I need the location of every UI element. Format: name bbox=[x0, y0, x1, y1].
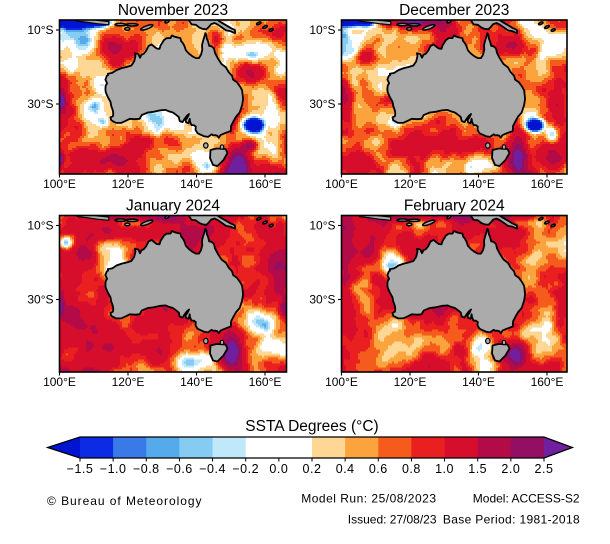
svg-text:120°E: 120°E bbox=[394, 177, 427, 191]
svg-text:100°E: 100°E bbox=[325, 375, 358, 389]
svg-text:10°S: 10°S bbox=[27, 219, 53, 233]
svg-text:160°E: 160°E bbox=[531, 177, 564, 191]
svg-text:December 2023: December 2023 bbox=[399, 2, 509, 19]
svg-text:Model: ACCESS-S2: Model: ACCESS-S2 bbox=[473, 492, 580, 506]
svg-text:2.5: 2.5 bbox=[535, 462, 554, 476]
svg-text:−1.5: −1.5 bbox=[67, 462, 94, 476]
svg-text:100°E: 100°E bbox=[43, 177, 76, 191]
svg-text:−0.6: −0.6 bbox=[166, 462, 193, 476]
svg-text:160°E: 160°E bbox=[249, 375, 282, 389]
svg-text:140°E: 140°E bbox=[180, 177, 213, 191]
svg-text:−0.4: −0.4 bbox=[199, 462, 226, 476]
svg-text:140°E: 140°E bbox=[462, 375, 495, 389]
svg-text:0.0: 0.0 bbox=[269, 462, 288, 476]
svg-text:January 2024: January 2024 bbox=[126, 198, 220, 215]
svg-text:−0.2: −0.2 bbox=[232, 462, 259, 476]
svg-text:Issued: 27/08/23: Issued: 27/08/23 bbox=[348, 513, 437, 527]
svg-text:−1.0: −1.0 bbox=[100, 462, 127, 476]
svg-text:140°E: 140°E bbox=[462, 177, 495, 191]
svg-text:SSTA Degrees (°C): SSTA Degrees (°C) bbox=[245, 418, 378, 435]
svg-text:November 2023: November 2023 bbox=[118, 2, 228, 19]
svg-text:February 2024: February 2024 bbox=[404, 198, 505, 215]
svg-text:100°E: 100°E bbox=[43, 375, 76, 389]
svg-text:10°S: 10°S bbox=[27, 23, 53, 37]
svg-text:0.6: 0.6 bbox=[369, 462, 388, 476]
svg-text:120°E: 120°E bbox=[394, 375, 427, 389]
svg-text:0.4: 0.4 bbox=[336, 462, 355, 476]
svg-text:Model Run: 25/08/2023: Model Run: 25/08/2023 bbox=[301, 492, 436, 506]
svg-text:1.0: 1.0 bbox=[435, 462, 454, 476]
svg-text:160°E: 160°E bbox=[249, 177, 282, 191]
svg-text:120°E: 120°E bbox=[112, 177, 145, 191]
svg-text:30°S: 30°S bbox=[27, 293, 53, 307]
svg-text:30°S: 30°S bbox=[309, 97, 335, 111]
svg-text:1.5: 1.5 bbox=[468, 462, 487, 476]
svg-text:Base Period: 1981-2018: Base Period: 1981-2018 bbox=[443, 513, 580, 527]
svg-text:10°S: 10°S bbox=[309, 219, 335, 233]
svg-text:2.0: 2.0 bbox=[501, 462, 520, 476]
svg-text:10°S: 10°S bbox=[309, 23, 335, 37]
svg-text:−0.8: −0.8 bbox=[133, 462, 160, 476]
svg-text:30°S: 30°S bbox=[27, 97, 53, 111]
svg-text:30°S: 30°S bbox=[309, 293, 335, 307]
svg-text:© Bureau of Meteorology: © Bureau of Meteorology bbox=[47, 494, 202, 508]
svg-text:160°E: 160°E bbox=[531, 375, 564, 389]
svg-text:0.2: 0.2 bbox=[303, 462, 322, 476]
svg-text:100°E: 100°E bbox=[325, 177, 358, 191]
svg-text:0.8: 0.8 bbox=[402, 462, 421, 476]
svg-text:120°E: 120°E bbox=[112, 375, 145, 389]
svg-text:140°E: 140°E bbox=[180, 375, 213, 389]
